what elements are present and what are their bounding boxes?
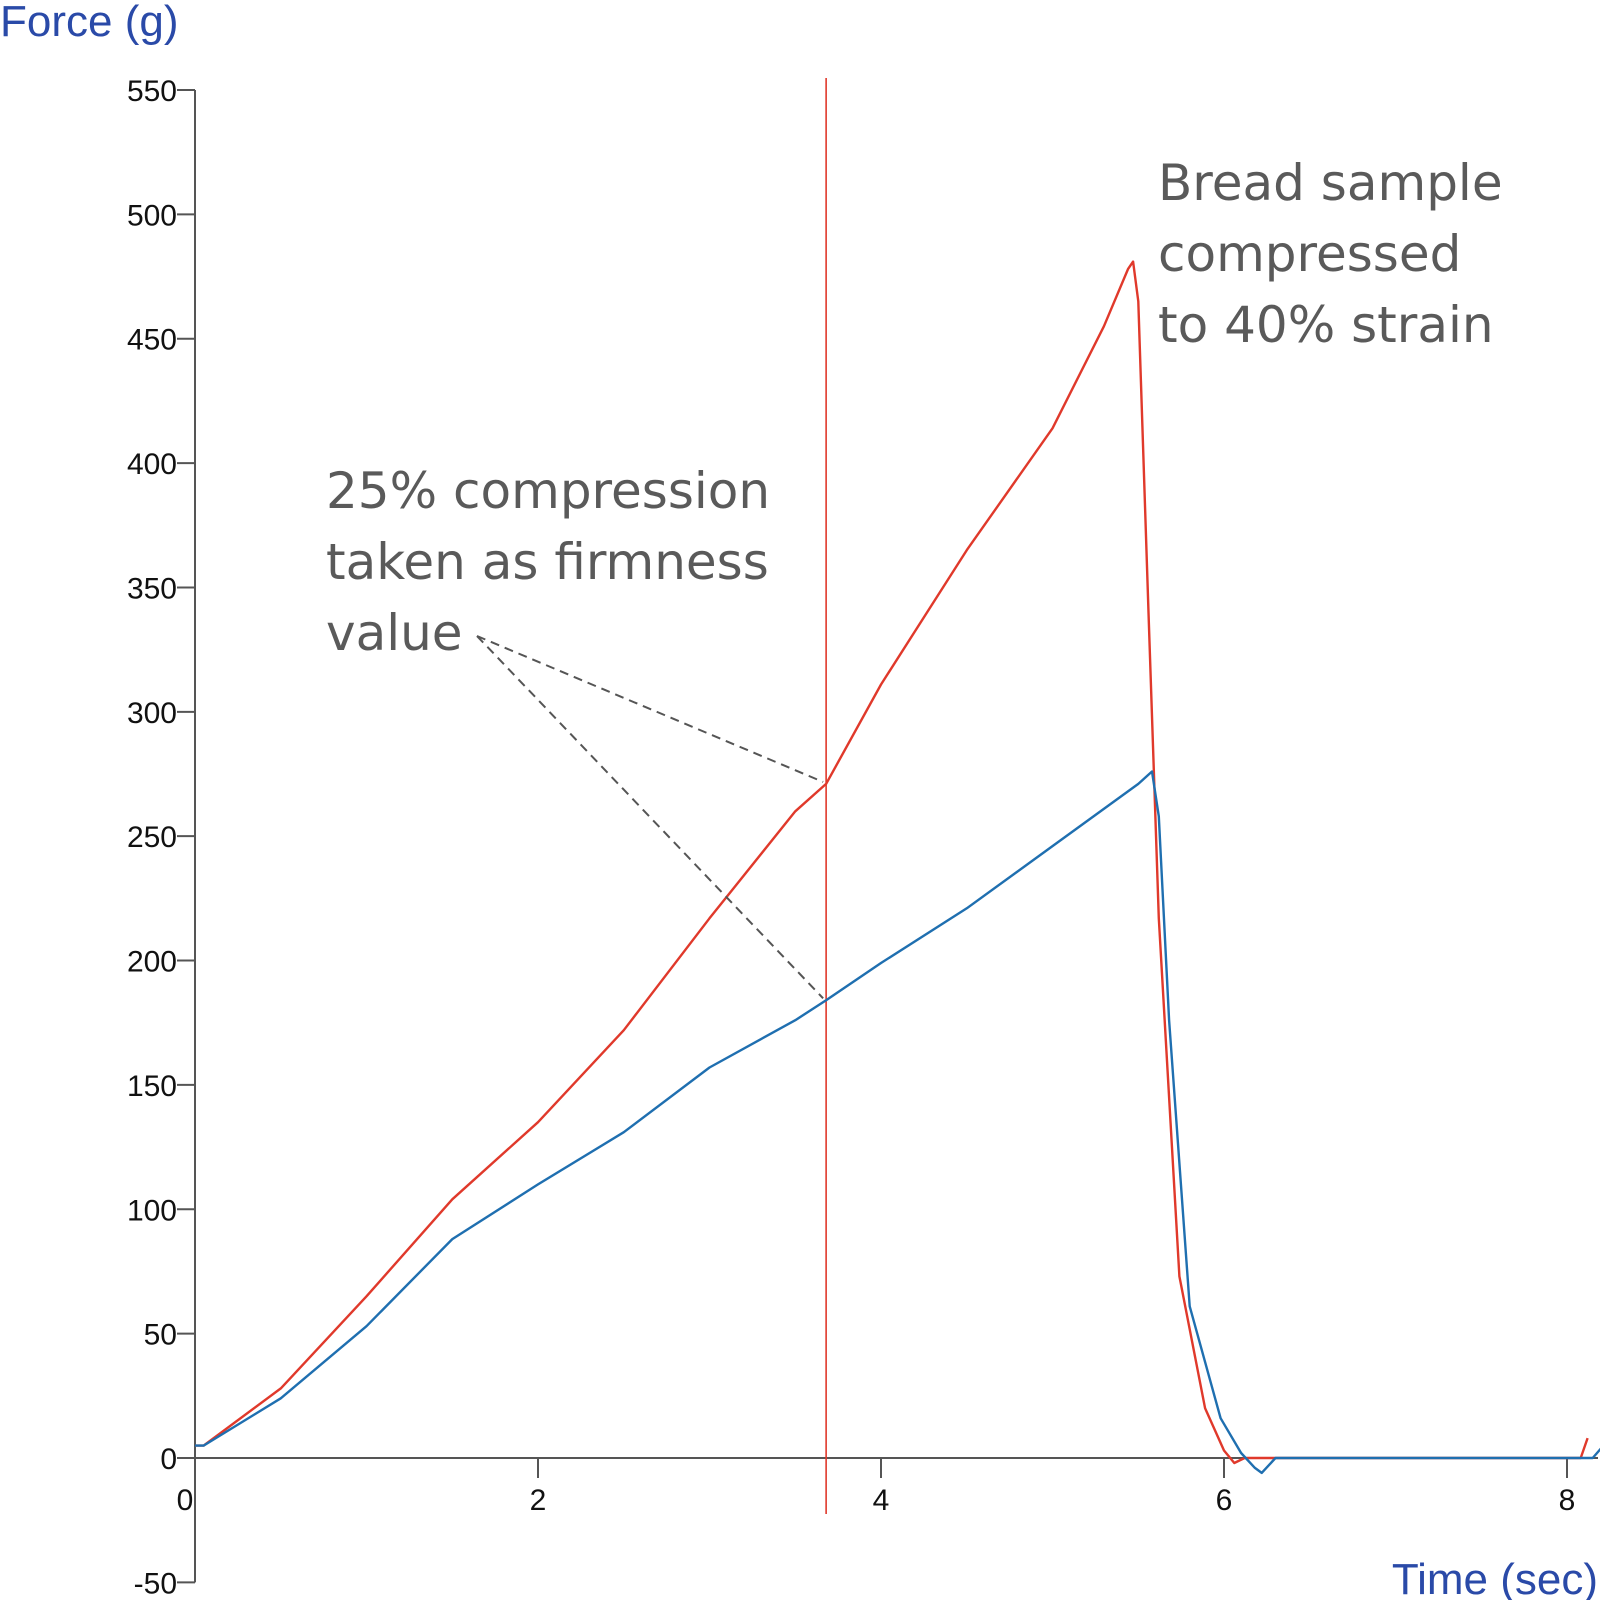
- plot-area: [195, 78, 1600, 1514]
- y-tick-label: 50: [144, 1319, 177, 1352]
- y-tick-label: 550: [127, 75, 177, 108]
- y-tick-label: 500: [127, 199, 177, 232]
- y-tick-label: 250: [127, 821, 177, 854]
- y-tick-label: 200: [127, 946, 177, 979]
- series-blue-line: [195, 770, 1600, 1475]
- annotation-firmness-line-3: value: [326, 604, 463, 662]
- y-tick-label: 150: [127, 1070, 177, 1103]
- axes: -50 0 50 100 150 200 250 300 350 400 450 500 550 0 2 4 6…: [127, 75, 1598, 1600]
- x-axis-label: Time (sec): [1392, 1555, 1598, 1600]
- x-tick-label: 4: [873, 1484, 890, 1517]
- annotation-bread-line-1: Bread sample: [1158, 154, 1503, 212]
- y-tick-label: 450: [127, 324, 177, 357]
- annotation-leader-line: [476, 635, 824, 783]
- annotation-firmness-line-1: 25% compression: [326, 462, 770, 520]
- x-tick-label: 2: [530, 1484, 547, 1517]
- annotation-bread-line-3: to 40% strain: [1158, 296, 1494, 354]
- annotation-bread-line-2: compressed: [1158, 225, 1461, 283]
- annotation-firmness-line-2: taken as firmness: [326, 533, 769, 591]
- series-red-line: [195, 260, 1589, 1465]
- y-tick-label: 400: [127, 448, 177, 481]
- y-tick-label: 300: [127, 697, 177, 730]
- y-axis-label: Force (g): [0, 0, 178, 46]
- y-tick-label: 350: [127, 572, 177, 605]
- annotations: Bread sample compressed to 40% strain 25…: [326, 154, 1503, 1000]
- x-tick-label: 6: [1216, 1484, 1233, 1517]
- x-tick-label: 0: [177, 1484, 194, 1517]
- y-tick-label: 0: [160, 1443, 177, 1476]
- y-tick-label: 100: [127, 1194, 177, 1227]
- annotation-leader-line: [476, 635, 824, 1000]
- x-tick-label: 8: [1559, 1484, 1576, 1517]
- y-tick-label: -50: [134, 1567, 177, 1600]
